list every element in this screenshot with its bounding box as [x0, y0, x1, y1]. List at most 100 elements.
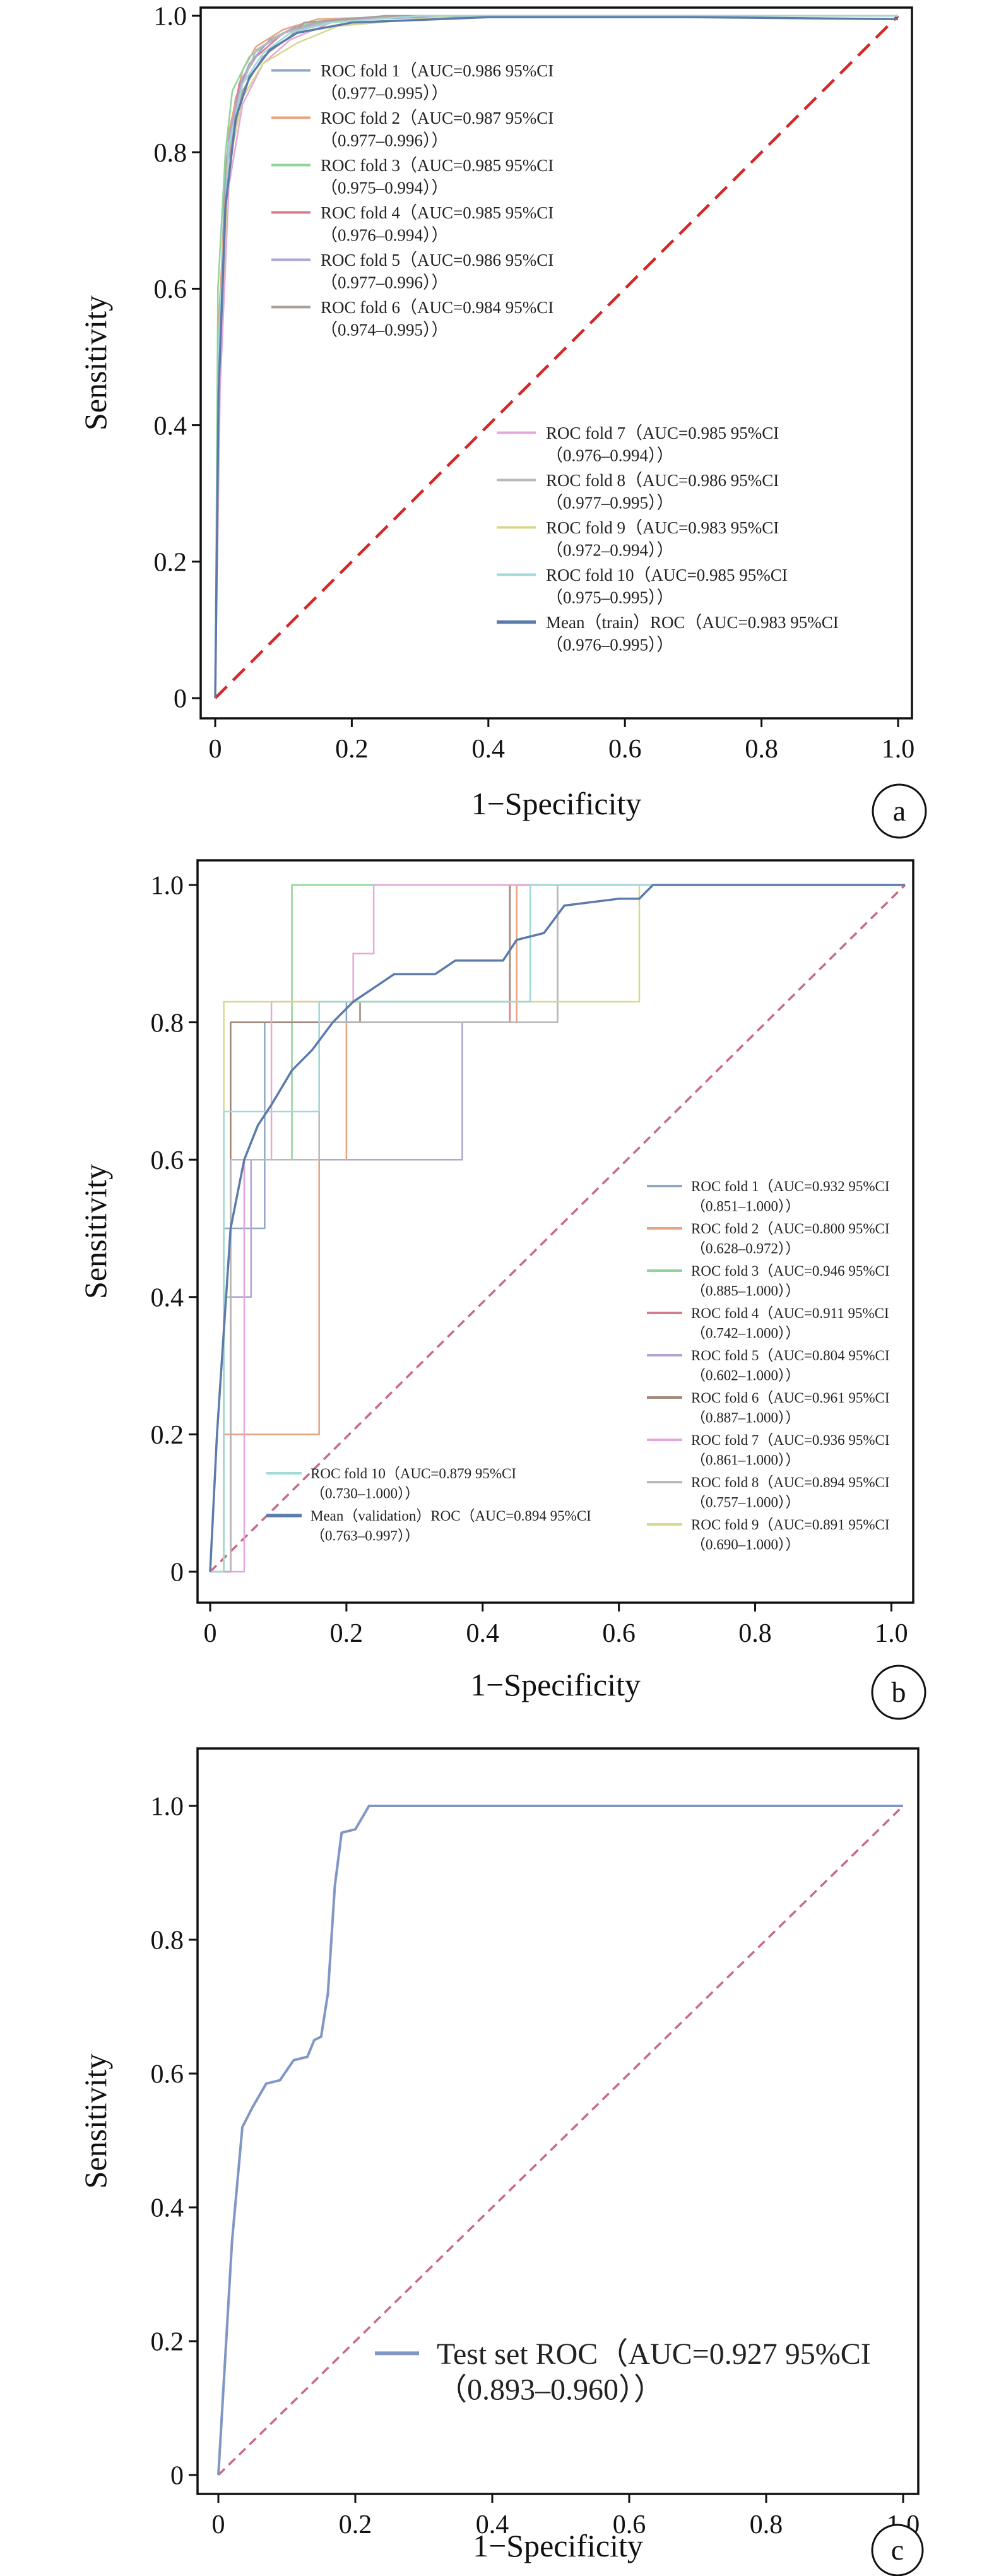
panel-label: c — [891, 2534, 904, 2566]
y-tick-label: 0 — [170, 1558, 184, 1588]
y-tick-label: 1.0 — [151, 872, 184, 901]
legend-ci-label: （0.887–1.000）） — [691, 1410, 800, 1425]
x-axis-label: 1−Specificity — [471, 786, 642, 821]
legend-label: ROC fold 10（AUC=0.985 95%CI — [546, 566, 788, 585]
x-tick-label: 0.2 — [339, 2510, 372, 2539]
plot-frame — [196, 1747, 920, 2495]
x-tick-label: 0 — [212, 2510, 225, 2539]
legend-label: ROC fold 5（AUC=0.804 95%CI — [691, 1348, 890, 1363]
legend-ci-label: （0.742–1.000）） — [691, 1325, 800, 1341]
chart-panel-c: 00.20.40.60.81.000.20.40.60.81.01−Specif… — [78, 1747, 924, 2576]
legend-ci-label: （0.628–0.972）） — [691, 1240, 800, 1256]
series-line — [217, 1805, 903, 2476]
legend-label: ROC fold 3（AUC=0.985 95%CI — [321, 156, 553, 175]
plot-frame — [199, 6, 913, 720]
x-tick-label: 0.4 — [472, 735, 506, 764]
x-tick-label: 0.6 — [608, 735, 642, 764]
legend-ci-label: （0.974–0.995）） — [321, 320, 449, 339]
chart-panel-a: 0 0.2 0.4 0.6 0.8 1.0 0 0.2 0.4 0.6 0.8 1.0 1−Specif… — [78, 3, 927, 839]
legend-ci-label: （0.972–0.994）） — [546, 540, 674, 559]
legend-label: ROC fold 10（AUC=0.879 95%CI — [311, 1466, 516, 1481]
series-line — [210, 884, 905, 1573]
legend-ci-label: （0.893–0.960）） — [437, 2373, 664, 2406]
x-tick-label: 0.6 — [613, 2510, 646, 2539]
panel-label: a — [893, 795, 906, 827]
legend-ci-label: （0.690–1.000）） — [691, 1536, 800, 1552]
y-tick-label: 0.4 — [151, 1284, 184, 1313]
legend-label: ROC fold 8（AUC=0.986 95%CI — [546, 471, 779, 490]
y-tick-label: 1.0 — [151, 1793, 184, 1822]
legend-ci-label: （0.975–0.995）） — [546, 588, 674, 607]
legend-label: ROC fold 1（AUC=0.932 95%CI — [691, 1178, 890, 1194]
series-line — [209, 884, 905, 1572]
legend-ci-label: （0.976–0.994）） — [321, 225, 449, 244]
legend-label: Test set ROC（AUC=0.927 95%CI — [437, 2337, 871, 2371]
series-line — [214, 15, 898, 699]
y-tick-label: 0 — [174, 685, 187, 714]
x-tick-label: 0.6 — [602, 1619, 636, 1648]
panel-label-circle — [872, 783, 927, 839]
x-axis-label: 1−Specificity — [473, 2528, 643, 2563]
legend-ci-label: （0.977–0.995）） — [321, 83, 449, 102]
legend-ci-label: （0.885–1.000）） — [691, 1283, 800, 1298]
x-tick-label: 0.8 — [750, 2510, 783, 2539]
x-tick-label: 1.0 — [882, 735, 915, 764]
x-tick-label: 0.8 — [738, 1619, 772, 1648]
y-tick-label: 0.4 — [154, 412, 187, 441]
y-tick-label: 0.8 — [151, 1009, 184, 1038]
legend-label: ROC fold 7（AUC=0.985 95%CI — [546, 424, 779, 442]
legend-label: ROC fold 8（AUC=0.894 95%CI — [691, 1475, 890, 1490]
reference-diagonal-line — [214, 15, 899, 699]
legend-label: ROC fold 9（AUC=0.891 95%CI — [691, 1517, 890, 1533]
legend-ci-label: （0.975–0.994）） — [321, 178, 449, 197]
y-tick-label: 0.2 — [151, 2328, 184, 2357]
x-tick-label: 1.0 — [875, 1619, 908, 1648]
legend-label: ROC fold 6（AUC=0.984 95%CI — [321, 298, 553, 317]
legend-ci-label: （0.861–1.000）） — [691, 1452, 800, 1468]
y-axis-label: Sensitivity — [78, 295, 113, 430]
reference-diagonal-line — [209, 884, 906, 1573]
y-tick-label: 1.0 — [154, 3, 187, 32]
x-tick-label: 0.8 — [745, 735, 778, 764]
y-axis-label: Sensitivity — [78, 1164, 113, 1299]
y-tick-label: 0.2 — [151, 1421, 184, 1450]
y-tick-label: 0 — [170, 2462, 184, 2491]
legend-label: ROC fold 4（AUC=0.911 95%CI — [691, 1305, 889, 1321]
series-line — [214, 16, 899, 699]
y-tick-label: 0.4 — [151, 2194, 184, 2223]
panel-label-circle — [871, 2524, 924, 2576]
legend-label: Mean（train）ROC（AUC=0.983 95%CI — [546, 613, 839, 632]
x-axis-label: 1−Specificity — [470, 1667, 641, 1702]
legend-label: ROC fold 9（AUC=0.983 95%CI — [546, 518, 779, 537]
y-tick-label: 0.6 — [151, 1146, 184, 1175]
x-tick-label: 0.2 — [330, 1619, 364, 1648]
chart-panel-b: 0 0.2 0.4 0.6 0.8 1.0 0 0.2 0.4 0.6 0.8 1.0 1−Specif… — [78, 859, 926, 1720]
y-tick-label: 0.8 — [151, 1926, 184, 1956]
legend-ci-label: （0.757–1.000）） — [691, 1494, 800, 1510]
legend-label: ROC fold 7（AUC=0.936 95%CI — [691, 1432, 890, 1448]
y-tick-label: 0.8 — [154, 139, 187, 168]
legend-label: ROC fold 6（AUC=0.961 95%CI — [691, 1390, 890, 1406]
x-tick-label: 0.4 — [466, 1619, 500, 1648]
legend-ci-label: （0.763–0.997）） — [311, 1528, 420, 1543]
x-tick-label: 0 — [209, 735, 222, 764]
plot-frame — [196, 859, 914, 1604]
legend-ci-label: （0.977–0.996）） — [321, 131, 449, 150]
legend-label: ROC fold 1（AUC=0.986 95%CI — [321, 61, 553, 80]
y-tick-label: 0.6 — [154, 275, 187, 304]
y-tick-label: 0.6 — [151, 2060, 184, 2089]
x-tick-label: 0.2 — [335, 735, 369, 764]
legend-label: ROC fold 2（AUC=0.987 95%CI — [321, 109, 553, 128]
legend-label: ROC fold 5（AUC=0.986 95%CI — [321, 251, 553, 270]
y-tick-label: 0.2 — [154, 549, 187, 578]
panel-label-circle — [871, 1665, 926, 1720]
legend-ci-label: （0.976–0.994）） — [546, 446, 674, 465]
legend-label: ROC fold 3（AUC=0.946 95%CI — [691, 1263, 890, 1279]
y-axis-label: Sensitivity — [78, 2054, 113, 2189]
legend-ci-label: （0.977–0.995）） — [546, 493, 674, 512]
legend-label: ROC fold 4（AUC=0.985 95%CI — [321, 203, 553, 222]
legend-label: Mean（validation）ROC（AUC=0.894 95%CI — [311, 1508, 591, 1524]
legend-ci-label: （0.851–1.000）） — [691, 1198, 800, 1214]
panel-label: b — [892, 1676, 906, 1708]
